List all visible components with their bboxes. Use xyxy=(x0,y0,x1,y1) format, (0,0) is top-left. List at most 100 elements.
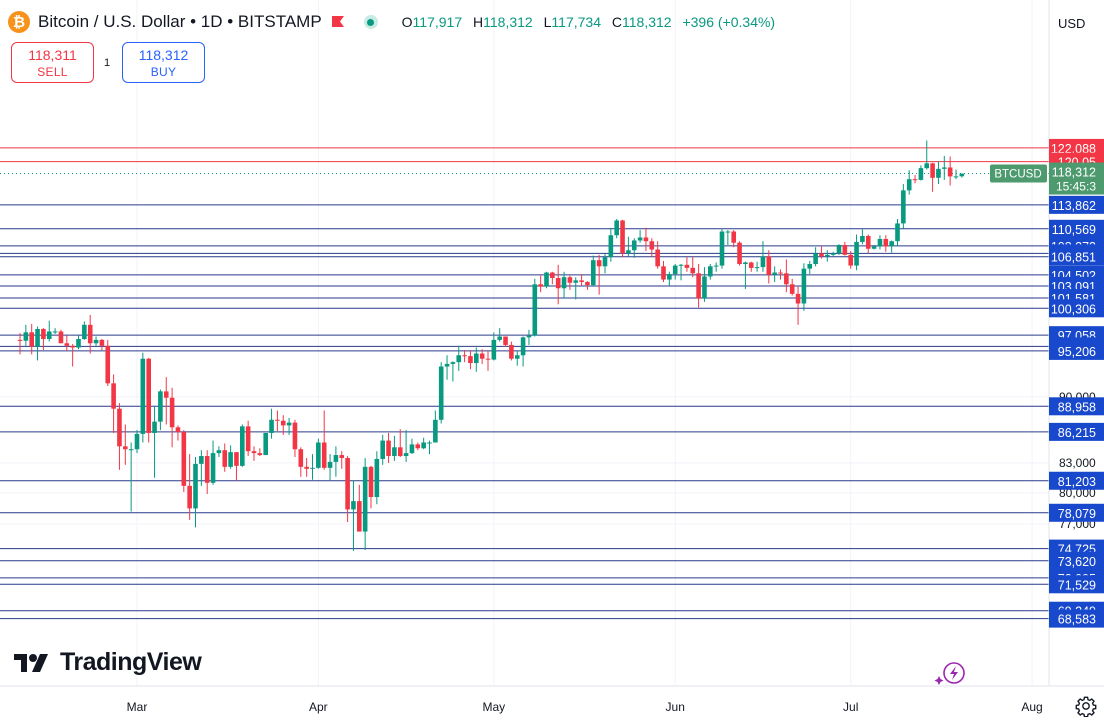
time-axis-label: Jul xyxy=(843,700,858,714)
candle xyxy=(532,278,538,337)
resistance-level-label: 122,088 xyxy=(1051,142,1096,156)
flag-icon[interactable] xyxy=(330,14,346,30)
candle xyxy=(128,442,134,512)
candle xyxy=(520,336,526,367)
candle xyxy=(509,341,514,361)
tradingview-logo-text: TradingView xyxy=(60,648,202,676)
open-value: 117,917 xyxy=(412,14,463,30)
candle-body xyxy=(386,440,391,457)
candle-body xyxy=(509,344,514,359)
candle xyxy=(743,261,748,290)
candle-body xyxy=(257,453,263,456)
candle xyxy=(169,387,175,448)
candle xyxy=(514,350,520,366)
candle-body xyxy=(438,366,444,420)
time-axis[interactable]: Mar Apr May Jun Jul Aug xyxy=(127,700,1043,714)
candle xyxy=(117,403,122,470)
candle xyxy=(649,238,655,258)
support-level-tag xyxy=(1049,503,1104,522)
candle-body xyxy=(725,231,731,233)
candle-body xyxy=(860,235,865,242)
candle xyxy=(339,451,345,469)
candle-body xyxy=(655,249,660,267)
candle xyxy=(333,446,339,477)
candle xyxy=(813,247,818,267)
tradingview-logo[interactable]: TradingView xyxy=(14,648,202,677)
candle xyxy=(596,254,602,295)
candle-body xyxy=(362,466,368,532)
support-level-label: 95,206 xyxy=(1058,345,1096,359)
high-label: H xyxy=(473,14,484,30)
candle-body xyxy=(134,433,140,450)
candle xyxy=(871,244,877,250)
close-value: 118,312 xyxy=(622,14,672,30)
candle xyxy=(959,173,965,178)
candle xyxy=(474,347,479,372)
candle-body xyxy=(175,427,181,433)
candle-body xyxy=(409,444,415,454)
candle xyxy=(82,321,87,340)
sell-button[interactable]: 118,311 SELL xyxy=(11,42,94,83)
candle-body xyxy=(842,244,848,255)
candle xyxy=(953,169,959,180)
candle-body xyxy=(807,264,813,269)
support-level-label: 88,958 xyxy=(1058,400,1096,414)
support-level-label: 78,079 xyxy=(1058,507,1096,521)
candle xyxy=(93,336,99,346)
currency-selector[interactable]: USD xyxy=(1058,16,1086,31)
sparkle-icon[interactable] xyxy=(934,660,968,686)
candle-body xyxy=(930,163,935,178)
buy-button[interactable]: 118,312 BUY xyxy=(122,42,205,83)
candle xyxy=(374,451,380,505)
candle xyxy=(713,262,719,272)
candle-body xyxy=(731,231,736,243)
candle-body xyxy=(234,452,239,466)
support-level-label: 81,203 xyxy=(1058,475,1096,489)
candle xyxy=(23,324,29,346)
candle-body xyxy=(479,353,485,359)
candle-body xyxy=(111,383,116,409)
candle-body xyxy=(64,343,70,346)
candle-body xyxy=(684,264,690,268)
candle-body xyxy=(947,167,953,177)
candle-body xyxy=(877,238,883,247)
candle xyxy=(433,410,438,443)
candle-body xyxy=(520,337,526,356)
candle xyxy=(397,429,403,458)
time-axis-label: Aug xyxy=(1021,700,1042,714)
gear-icon[interactable] xyxy=(1075,695,1097,717)
candle xyxy=(889,240,894,253)
candle xyxy=(848,251,853,269)
candle xyxy=(263,432,268,456)
candle-body xyxy=(690,267,696,274)
candle xyxy=(702,267,707,302)
support-level-tag xyxy=(1049,422,1104,441)
candle-body xyxy=(661,266,666,280)
candle-body xyxy=(555,278,561,289)
candle xyxy=(538,275,543,293)
candle-body xyxy=(585,281,590,286)
candle xyxy=(257,448,263,457)
market-status-icon[interactable] xyxy=(363,15,378,29)
candle xyxy=(251,446,257,461)
candle-body xyxy=(953,176,959,178)
candle-body xyxy=(76,339,81,348)
candle-body xyxy=(865,235,871,249)
price-axis[interactable]: 90,00083,00080,00077,000113,862110,56910… xyxy=(990,138,1104,628)
candle xyxy=(152,406,157,478)
candle-body xyxy=(567,277,573,283)
buy-label: BUY xyxy=(150,65,177,79)
support-level-label: 110,569 xyxy=(1052,223,1096,237)
candle xyxy=(286,417,292,435)
candle xyxy=(748,261,754,272)
candle-body xyxy=(298,449,304,467)
candle xyxy=(187,454,192,520)
price-tick-label: 83,000 xyxy=(1059,456,1096,470)
candle-body xyxy=(146,358,151,433)
candle-body xyxy=(743,262,748,265)
candle xyxy=(672,264,678,280)
symbol-title[interactable]: Bitcoin / U.S. Dollar • 1D • BITSTAMP xyxy=(38,12,322,31)
candle-body xyxy=(251,451,257,454)
candle-body xyxy=(754,267,760,269)
